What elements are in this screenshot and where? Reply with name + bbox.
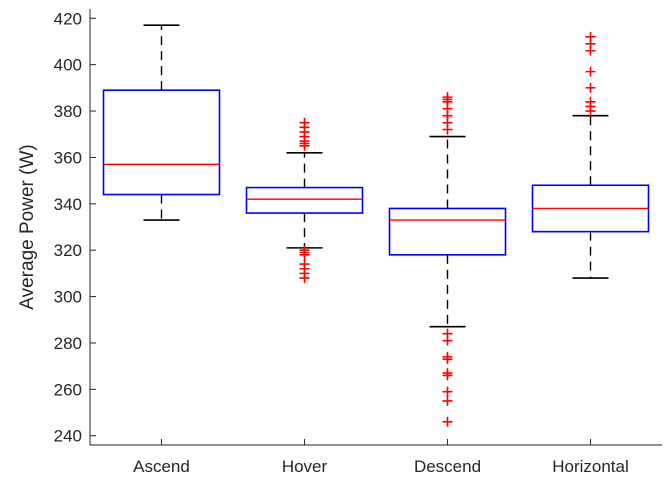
outlier-marker <box>442 92 453 103</box>
outlier-marker <box>299 259 310 270</box>
outlier-marker <box>299 117 310 128</box>
y-tick-label: 360 <box>54 148 82 167</box>
outlier-marker <box>442 416 453 427</box>
x-tick-label: Descend <box>414 457 481 476</box>
outlier-marker <box>585 96 596 107</box>
x-tick-label: Hover <box>282 457 328 476</box>
iqr-box <box>388 207 507 256</box>
y-tick-label: 280 <box>54 334 82 353</box>
outlier-marker <box>299 245 310 256</box>
y-tick-label: 300 <box>54 288 82 307</box>
x-tick-label: Horizontal <box>552 457 629 476</box>
x-tick-label: Ascend <box>133 457 190 476</box>
outlier-marker <box>442 395 453 406</box>
iqr-box <box>102 89 221 196</box>
outlier-marker <box>585 31 596 42</box>
outlier-marker <box>442 351 453 362</box>
outlier-marker <box>585 82 596 93</box>
outlier-marker <box>442 368 453 379</box>
y-tick-label: 380 <box>54 102 82 121</box>
y-axis-label: Average Power (W) <box>17 144 38 309</box>
iqr-box <box>245 186 364 214</box>
y-tick-label: 340 <box>54 195 82 214</box>
outlier-marker <box>585 66 596 77</box>
y-tick-label: 400 <box>54 56 82 75</box>
y-tick-label: 320 <box>54 241 82 260</box>
y-tick-label: 260 <box>54 380 82 399</box>
outlier-marker <box>442 386 453 397</box>
y-tick-label: 420 <box>54 9 82 28</box>
y-tick-label: 240 <box>54 427 82 446</box>
outlier-marker <box>442 328 453 339</box>
plot-area: 240 260 280 300 320 340 360 380 400 420 Ascend Hove… <box>54 9 662 476</box>
